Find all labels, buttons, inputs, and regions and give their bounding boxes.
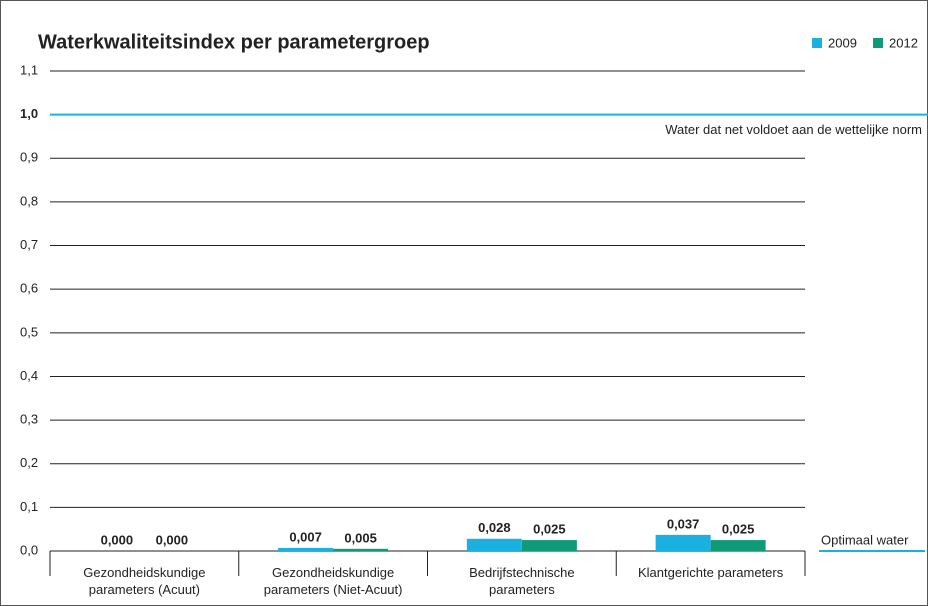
y-tick-label: 0,6 xyxy=(20,281,38,296)
bar xyxy=(333,548,389,551)
chart-title: Waterkwaliteitsindex per parametergroep xyxy=(38,31,430,53)
x-tick-label: Bedrijfstechnische parameters xyxy=(469,565,575,597)
bar xyxy=(278,547,334,551)
x-tick-label: Klantgerichte parameters xyxy=(638,565,784,580)
legend-label: 2012 xyxy=(889,35,918,50)
legend-swatch xyxy=(873,38,883,48)
value-label: 0,037 xyxy=(667,516,700,531)
y-tick-label: 0,8 xyxy=(20,193,38,208)
x-tick-label: Gezondheidskundige parameters (Acuut) xyxy=(83,565,206,597)
value-label: 0,025 xyxy=(533,522,566,537)
y-tick-label: 0,9 xyxy=(20,150,38,165)
y-tick-label: 1,1 xyxy=(20,62,38,77)
value-label: 0,007 xyxy=(289,529,322,544)
value-label: 0,000 xyxy=(101,532,134,547)
bar xyxy=(521,540,577,551)
y-tick-label: 0,7 xyxy=(20,237,38,252)
baseline-annotation: Optimaal water xyxy=(821,532,909,547)
bar xyxy=(710,540,766,551)
y-tick-label: 1,0 xyxy=(20,106,38,121)
y-tick-label: 0,4 xyxy=(20,368,38,383)
bar xyxy=(655,534,711,551)
y-tick-label: 0,0 xyxy=(20,542,38,557)
y-tick-label: 0,5 xyxy=(20,324,38,339)
y-tick-label: 0,2 xyxy=(20,455,38,470)
y-tick-label: 0,3 xyxy=(20,412,38,427)
legend-swatch xyxy=(812,38,822,48)
reference-label: Water dat net voldoet aan de wettelijke … xyxy=(665,122,922,137)
y-tick-label: 0,1 xyxy=(20,499,38,514)
bar xyxy=(466,538,522,551)
x-tick-label: Gezondheidskundige parameters (Niet-Acuu… xyxy=(263,565,403,597)
legend-label: 2009 xyxy=(828,35,857,50)
value-label: 0,000 xyxy=(156,532,189,547)
value-label: 0,025 xyxy=(722,522,755,537)
value-label: 0,028 xyxy=(478,520,511,535)
value-label: 0,005 xyxy=(344,530,377,545)
